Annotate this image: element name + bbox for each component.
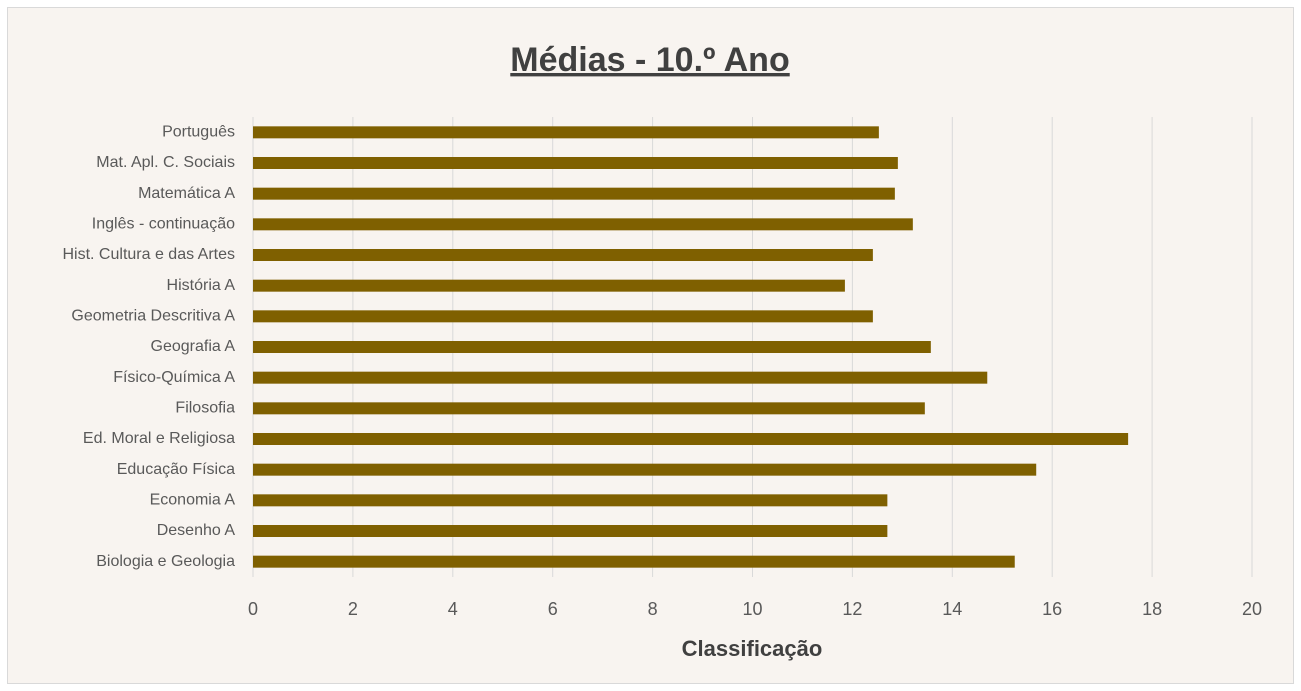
x-tick-label: 12 xyxy=(842,599,862,619)
chart-title: Médias - 10.º Ano xyxy=(510,41,789,79)
y-tick-label: Mat. Apl. C. Sociais xyxy=(96,154,235,171)
y-tick-label: Inglês - continuação xyxy=(92,216,235,233)
bar xyxy=(253,187,895,200)
bar xyxy=(253,433,1129,445)
bar xyxy=(253,371,988,384)
y-tick-label: Português xyxy=(162,124,235,141)
y-tick-label: História A xyxy=(167,277,236,294)
bar xyxy=(253,279,845,292)
bar xyxy=(253,126,879,139)
x-tick-label: 18 xyxy=(1142,599,1162,619)
y-tick-label: Matemática A xyxy=(138,185,235,202)
y-tick-label: Ed. Moral e Religiosa xyxy=(83,430,235,447)
y-tick-label: Físico-Química A xyxy=(113,369,235,386)
x-tick-label: 8 xyxy=(648,599,658,619)
y-tick-label: Desenho A xyxy=(157,522,236,539)
bar xyxy=(253,463,1037,476)
x-tick-label: 2 xyxy=(348,599,358,619)
y-tick-label: Geografia A xyxy=(151,338,236,355)
bar xyxy=(253,157,898,169)
x-tick-label: 16 xyxy=(1042,599,1062,619)
bar xyxy=(253,525,888,537)
y-tick-label: Biologia e Geologia xyxy=(96,553,235,570)
y-tick-label: Educação Física xyxy=(117,461,235,478)
bar xyxy=(253,402,925,415)
y-tick-label: Filosofia xyxy=(175,400,235,417)
x-tick-label: 20 xyxy=(1242,599,1262,619)
x-tick-label: 14 xyxy=(942,599,962,619)
x-tick-label: 0 xyxy=(248,599,258,619)
x-tick-label: 10 xyxy=(742,599,762,619)
bar xyxy=(253,249,873,261)
bar xyxy=(253,341,931,353)
bar xyxy=(253,494,888,507)
y-tick-label: Economia A xyxy=(150,492,236,509)
x-axis-title: Classificação xyxy=(682,636,823,661)
bar xyxy=(253,310,873,323)
bar xyxy=(253,218,913,231)
bar xyxy=(253,555,1015,568)
x-tick-label: 4 xyxy=(448,599,458,619)
x-tick-label: 6 xyxy=(548,599,558,619)
y-tick-label: Hist. Cultura e das Artes xyxy=(62,246,235,263)
y-tick-label: Geometria Descritiva A xyxy=(71,308,235,325)
